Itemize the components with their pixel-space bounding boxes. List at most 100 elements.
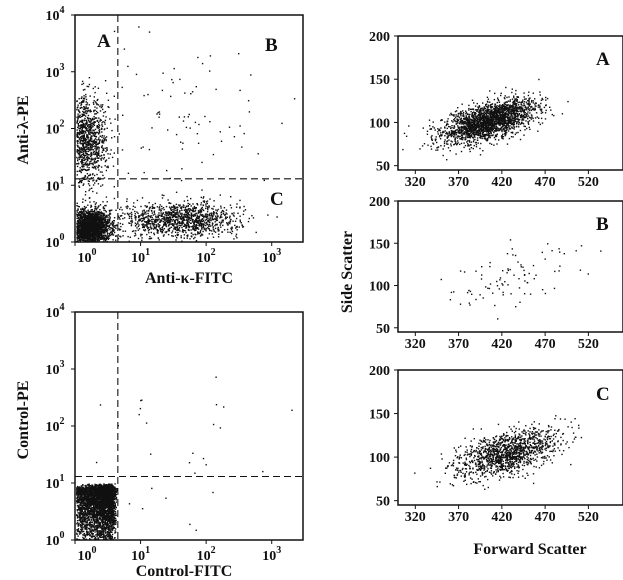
data-point	[113, 220, 115, 222]
data-point	[91, 148, 93, 151]
data-point	[97, 218, 99, 220]
data-point	[203, 221, 206, 223]
data-point	[103, 229, 105, 231]
data-point	[83, 146, 86, 148]
data-point	[158, 218, 160, 220]
data-point	[158, 116, 160, 118]
data-point	[117, 234, 119, 236]
data-point	[164, 218, 166, 220]
data-point	[195, 240, 198, 242]
data-point	[81, 149, 83, 152]
data-point	[101, 222, 103, 224]
data-point	[102, 201, 104, 203]
data-point	[87, 143, 89, 145]
data-point	[193, 226, 195, 228]
data-point	[142, 226, 145, 228]
data-point	[214, 224, 216, 227]
data-point	[104, 209, 107, 212]
data-point	[134, 213, 136, 215]
data-point	[87, 509, 89, 511]
data-point	[141, 233, 143, 236]
data-point	[135, 223, 138, 225]
data-point	[103, 219, 105, 221]
data-point	[80, 231, 83, 233]
data-point	[93, 145, 96, 147]
data-point	[152, 223, 154, 225]
data-point	[200, 211, 203, 213]
data-point	[205, 216, 207, 219]
data-point	[231, 212, 233, 215]
data-point	[90, 119, 92, 122]
data-point	[97, 228, 100, 230]
data-point	[201, 234, 204, 236]
data-point	[95, 202, 97, 204]
data-point	[242, 213, 245, 216]
data-point	[85, 218, 87, 220]
data-point	[103, 240, 105, 242]
data-point	[97, 238, 99, 240]
data-point	[207, 227, 210, 230]
data-point	[78, 115, 81, 117]
data-point	[99, 231, 101, 233]
data-point	[95, 216, 97, 218]
data-point	[139, 215, 141, 217]
data-point	[135, 234, 137, 236]
data-point	[187, 212, 189, 214]
data-point	[148, 238, 150, 240]
data-point	[170, 212, 173, 214]
data-point	[88, 143, 90, 145]
data-point	[83, 119, 86, 121]
data-point	[233, 212, 235, 214]
data-point	[84, 122, 87, 125]
data-point	[186, 213, 188, 215]
data-point	[213, 230, 215, 233]
data-point	[99, 135, 101, 137]
data-point	[78, 132, 80, 134]
data-point	[87, 119, 90, 121]
data-point	[93, 174, 96, 177]
data-point	[89, 197, 91, 199]
data-point	[194, 227, 197, 229]
data-point	[104, 128, 106, 130]
data-point	[163, 224, 165, 226]
data-point	[92, 236, 94, 239]
data-point	[110, 227, 113, 229]
data-point	[82, 131, 84, 134]
data-point	[181, 213, 183, 216]
data-point	[84, 216, 86, 218]
data-point	[92, 210, 94, 213]
data-point	[88, 229, 91, 231]
data-point	[111, 229, 114, 231]
data-point	[94, 142, 96, 144]
data-point	[101, 220, 104, 223]
data-point	[79, 121, 81, 124]
data-point	[129, 236, 131, 238]
data-point	[82, 161, 84, 164]
data-point	[79, 494, 81, 496]
data-point	[183, 216, 185, 218]
data-point	[180, 207, 183, 210]
data-point	[136, 199, 139, 202]
data-point	[83, 165, 85, 168]
data-point	[80, 230, 82, 232]
data-point	[99, 211, 101, 214]
data-point	[195, 218, 198, 221]
data-point	[84, 518, 87, 520]
data-point	[230, 232, 233, 235]
data-point	[110, 149, 112, 151]
data-point	[108, 537, 110, 540]
data-point	[95, 165, 97, 167]
data-point	[129, 222, 131, 224]
data-point	[88, 168, 90, 171]
data-point	[95, 209, 98, 211]
data-point	[95, 222, 97, 224]
data-point	[201, 220, 204, 223]
data-point	[86, 229, 88, 231]
data-point	[141, 210, 144, 212]
data-point	[226, 228, 229, 231]
data-point	[83, 208, 85, 210]
data-point	[147, 230, 150, 232]
data-point	[191, 226, 193, 228]
data-point	[98, 130, 101, 133]
data-point	[80, 238, 82, 241]
